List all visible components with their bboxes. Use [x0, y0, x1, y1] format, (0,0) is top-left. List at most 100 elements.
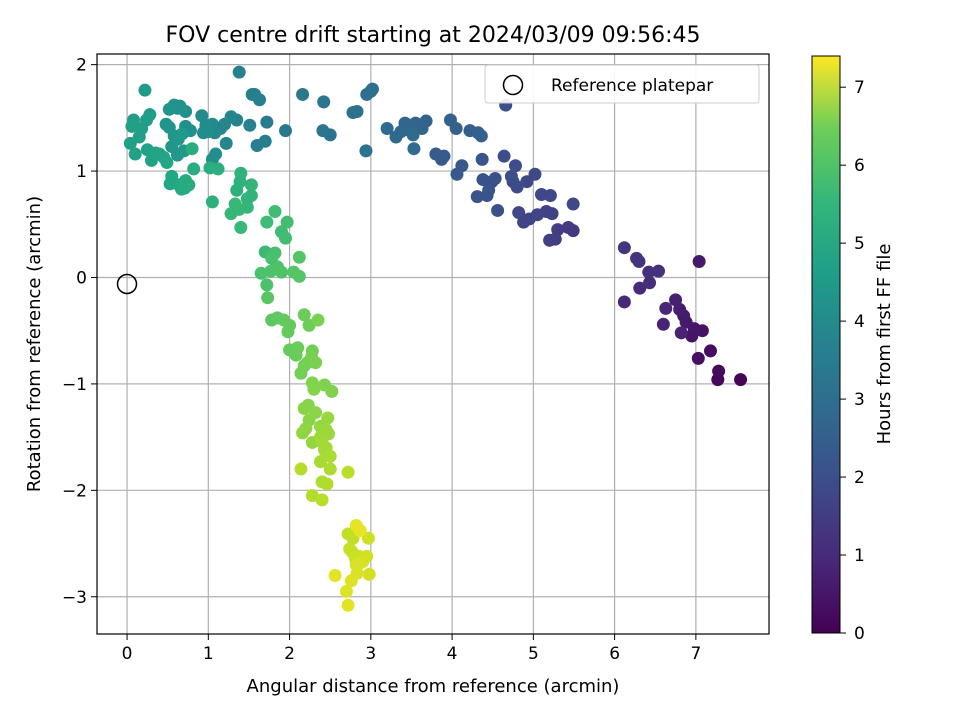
- data-point: [228, 197, 242, 211]
- data-point: [470, 190, 484, 204]
- data-point: [160, 156, 174, 170]
- data-point: [443, 113, 457, 127]
- data-point: [476, 173, 490, 187]
- data-point: [475, 152, 489, 166]
- data-point: [320, 477, 334, 491]
- legend: Reference platepar: [484, 64, 760, 104]
- y-axis-ticks: −3 −2 −1 0 1 2: [62, 56, 97, 608]
- colorbar-ticks: 0 1 2 3 4 5 6 7: [840, 78, 865, 644]
- data-point: [244, 189, 258, 203]
- data-point: [260, 215, 274, 229]
- data-point: [651, 264, 665, 278]
- data-point: [307, 382, 321, 396]
- data-point: [294, 462, 308, 476]
- data-point: [656, 317, 670, 331]
- colorbar: [811, 55, 841, 634]
- data-point: [234, 220, 248, 234]
- data-point: [712, 364, 726, 378]
- colorbar-tick-label: 6: [854, 156, 865, 176]
- data-point: [323, 449, 337, 463]
- colorbar-tick-label: 7: [854, 78, 865, 98]
- data-point: [253, 93, 267, 107]
- data-point: [504, 169, 518, 183]
- data-point: [339, 584, 353, 598]
- data-point: [185, 142, 199, 156]
- data-point: [244, 178, 258, 192]
- data-point: [296, 87, 310, 101]
- data-point: [162, 102, 176, 116]
- colorbar-tick-label: 1: [854, 546, 865, 566]
- data-point: [274, 265, 288, 279]
- data-point: [219, 136, 233, 150]
- data-point: [211, 162, 225, 176]
- data-point: [260, 278, 274, 292]
- x-axis-label: Angular distance from reference (arcmin): [247, 676, 620, 697]
- colorbar-tick-label: 0: [854, 624, 865, 644]
- data-point: [491, 203, 505, 217]
- data-point: [279, 231, 293, 245]
- data-point: [389, 130, 403, 144]
- data-point: [534, 187, 548, 201]
- data-point: [254, 266, 268, 280]
- data-point: [380, 121, 394, 135]
- data-point: [508, 159, 522, 173]
- data-point: [633, 281, 647, 295]
- legend-marker-icon: [502, 74, 524, 96]
- data-point: [691, 351, 705, 365]
- data-point: [734, 373, 748, 387]
- data-point: [328, 568, 342, 582]
- data-point: [617, 295, 631, 309]
- data-point: [243, 118, 257, 132]
- y-tick-label: 0: [76, 268, 87, 288]
- data-point: [311, 313, 325, 327]
- colorbar-tick-label: 2: [854, 468, 865, 488]
- data-point: [250, 139, 264, 153]
- data-point: [344, 574, 358, 588]
- data-point: [617, 241, 631, 255]
- data-point: [362, 567, 376, 581]
- data-point: [128, 147, 142, 161]
- data-point: [703, 344, 717, 358]
- data-point: [674, 326, 688, 340]
- data-point: [201, 125, 215, 139]
- data-point: [309, 406, 323, 420]
- data-point: [313, 455, 327, 469]
- data-point: [291, 341, 305, 355]
- data-point: [566, 197, 580, 211]
- data-point: [268, 205, 282, 219]
- data-point: [234, 166, 248, 180]
- data-points: [123, 65, 748, 612]
- x-tick-label: 7: [690, 644, 701, 664]
- data-point: [353, 524, 367, 538]
- data-point: [365, 82, 379, 96]
- data-point: [138, 83, 152, 97]
- data-point: [474, 129, 488, 143]
- data-point: [642, 265, 656, 279]
- data-point: [178, 181, 192, 195]
- data-point: [488, 172, 502, 186]
- x-tick-label: 5: [528, 644, 539, 664]
- data-point: [407, 142, 421, 156]
- data-point: [643, 276, 657, 290]
- plot-frame: [96, 53, 770, 635]
- data-point: [323, 462, 337, 476]
- legend-entry-label: Reference platepar: [551, 76, 713, 96]
- data-point: [341, 598, 355, 612]
- x-tick-label: 6: [609, 644, 620, 664]
- data-point: [669, 293, 683, 307]
- data-point: [165, 169, 179, 183]
- colorbar-tick-label: 3: [854, 390, 865, 410]
- data-point: [279, 124, 293, 138]
- grid-lines: [97, 54, 769, 634]
- x-tick-label: 3: [365, 644, 376, 664]
- colorbar-label: Hours from first FF file: [874, 244, 895, 445]
- data-point: [520, 175, 534, 189]
- data-point: [450, 167, 464, 181]
- data-point: [261, 291, 275, 305]
- data-point: [123, 136, 137, 150]
- x-tick-label: 0: [122, 644, 133, 664]
- reference-point-marker: [116, 273, 138, 295]
- data-point: [292, 250, 306, 264]
- y-tick-label: −3: [62, 588, 87, 608]
